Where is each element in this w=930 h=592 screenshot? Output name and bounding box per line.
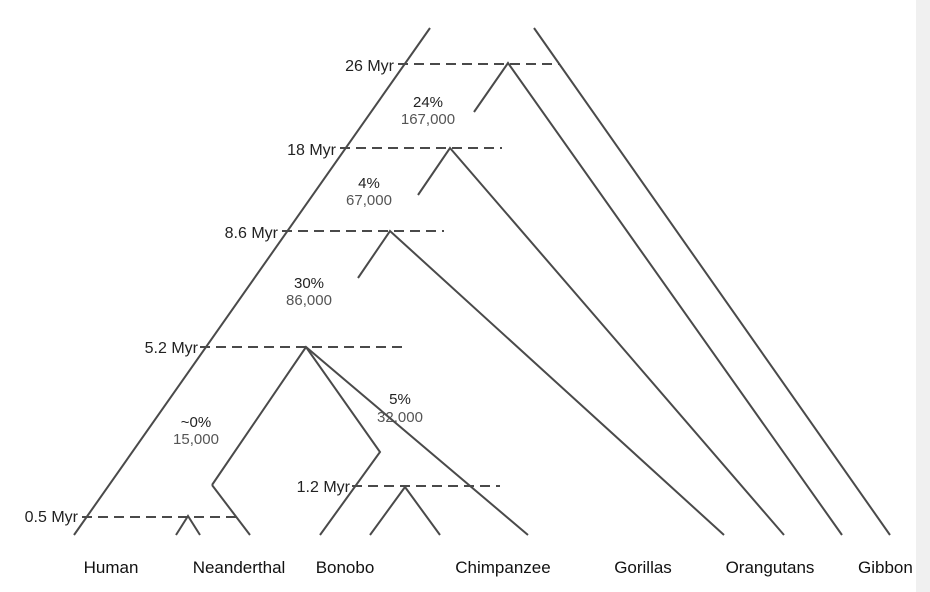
annotations: 24% 167,000 4% 67,000 30% 86,000 ~0% 15,… bbox=[173, 94, 455, 448]
species-label-gibbon: Gibbon bbox=[858, 558, 913, 577]
time-label: 1.2 Myr bbox=[297, 479, 351, 496]
branches bbox=[73, 27, 891, 536]
time-label: 26 Myr bbox=[345, 58, 395, 75]
species-label-human: Human bbox=[84, 558, 139, 577]
time-label: 0.5 Myr bbox=[25, 509, 79, 526]
gibbon-outer-branch bbox=[533, 27, 891, 536]
annotation-percent: ~0% bbox=[181, 414, 211, 431]
species-labels: Human Neanderthal Bonobo Chimpanzee Gori… bbox=[84, 558, 913, 577]
homo-split-branch bbox=[305, 346, 382, 536]
annotation-percent: 4% bbox=[358, 175, 380, 192]
neanderthal-split bbox=[211, 484, 251, 536]
species-label-orangutans: Orangutans bbox=[726, 558, 815, 577]
annotation-count: 32,000 bbox=[377, 409, 423, 426]
species-label-chimpanzee: Chimpanzee bbox=[455, 558, 550, 577]
annotation-count: 86,000 bbox=[286, 292, 332, 309]
species-label-gorillas: Gorillas bbox=[614, 558, 672, 577]
time-label: 18 Myr bbox=[287, 142, 337, 159]
human-neanderthal-split bbox=[175, 514, 201, 536]
pan-node-branch bbox=[211, 345, 529, 536]
time-label: 5.2 Myr bbox=[145, 340, 199, 357]
annotation-percent: 24% bbox=[413, 94, 443, 111]
annotation-count: 167,000 bbox=[401, 111, 455, 128]
species-label-neanderthal: Neanderthal bbox=[193, 558, 286, 577]
time-lines bbox=[82, 63, 560, 518]
human-outer-branch bbox=[73, 27, 431, 536]
annotation-count: 15,000 bbox=[173, 431, 219, 448]
scrollbar[interactable] bbox=[916, 0, 930, 592]
species-label-bonobo: Bonobo bbox=[316, 558, 375, 577]
gorilla-node-branch bbox=[417, 146, 785, 536]
time-label: 8.6 Myr bbox=[225, 225, 279, 242]
chimp-gorilla-node-branch bbox=[357, 229, 725, 536]
annotation-percent: 5% bbox=[389, 391, 411, 408]
annotation-percent: 30% bbox=[294, 275, 324, 292]
bonobo-chimp-split bbox=[369, 485, 441, 536]
annotation-count: 67,000 bbox=[346, 192, 392, 209]
time-labels: 26 Myr 18 Myr 8.6 Myr 5.2 Myr 1.2 Myr 0.… bbox=[25, 58, 395, 526]
orangutan-node-branch bbox=[473, 61, 843, 536]
